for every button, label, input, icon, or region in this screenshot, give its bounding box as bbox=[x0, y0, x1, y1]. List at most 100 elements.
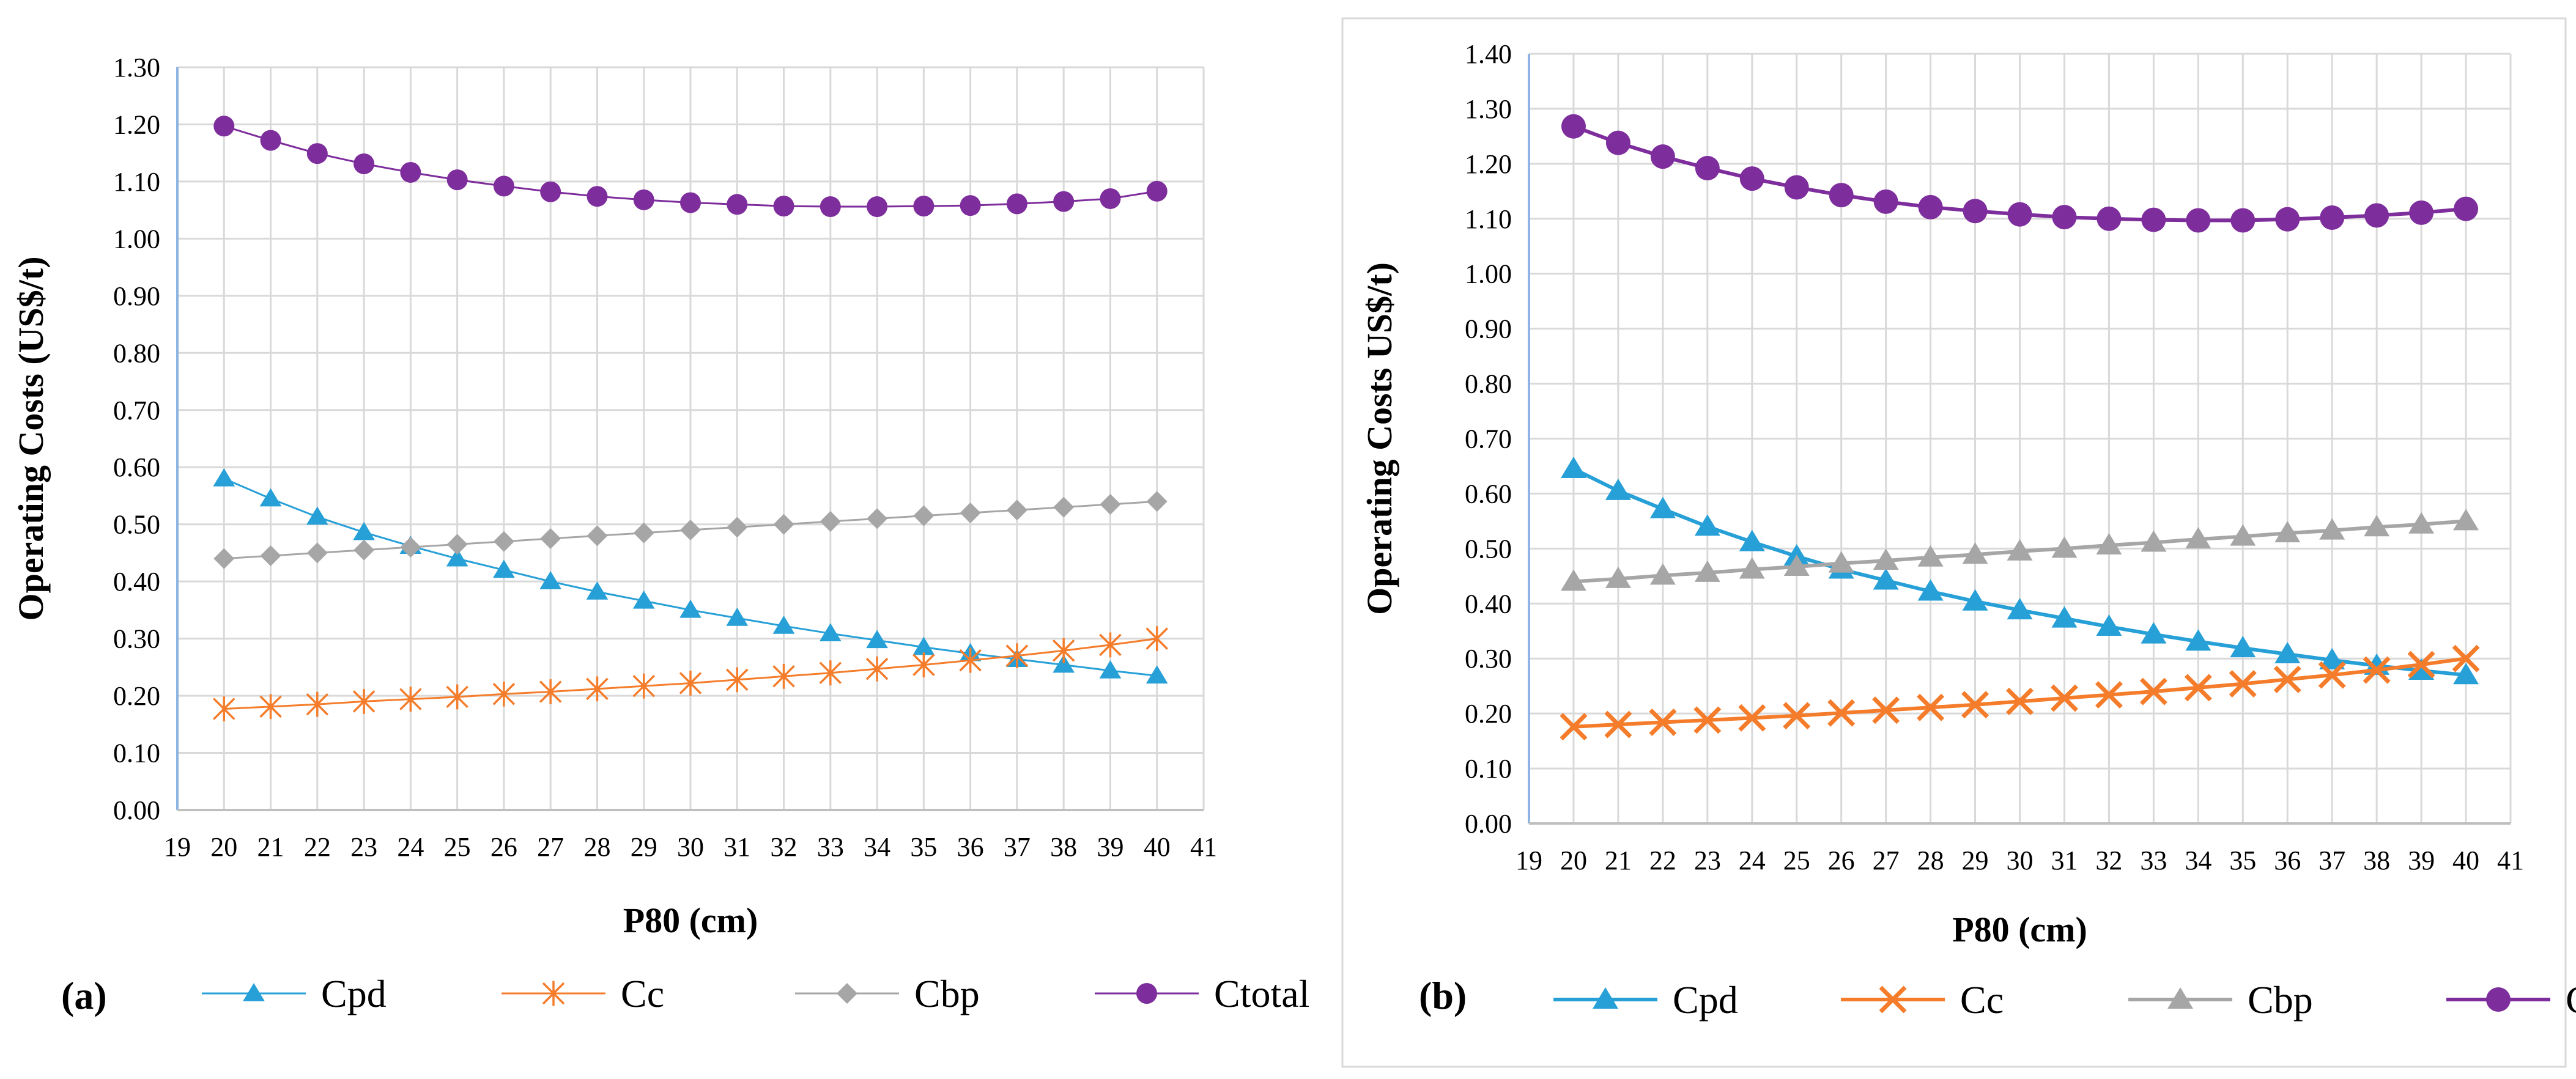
data-point bbox=[1053, 496, 1075, 518]
data-point bbox=[493, 559, 515, 578]
data-point bbox=[1605, 566, 1631, 588]
data-point bbox=[913, 505, 935, 526]
x-axis-title: P80 (cm) bbox=[623, 900, 758, 940]
data-point bbox=[2006, 687, 2034, 715]
x-tick-label: 28 bbox=[583, 832, 610, 862]
legend-label: Cpd bbox=[321, 972, 387, 1015]
data-point bbox=[2095, 681, 2123, 709]
x-tick-label: 38 bbox=[1050, 832, 1077, 862]
data-point bbox=[959, 647, 982, 673]
series-cbp bbox=[1560, 509, 2479, 591]
x-tick-label: 37 bbox=[2319, 845, 2345, 875]
data-point bbox=[1917, 579, 1944, 601]
data-point bbox=[1561, 114, 1586, 139]
data-point bbox=[1827, 699, 1856, 727]
data-point bbox=[2139, 677, 2167, 705]
data-point bbox=[2364, 515, 2390, 537]
x-tick-label: 27 bbox=[1873, 845, 1900, 875]
data-point bbox=[446, 169, 468, 191]
x-tick-label: 40 bbox=[2452, 845, 2479, 875]
data-point bbox=[1146, 180, 1168, 202]
data-point bbox=[820, 511, 841, 532]
data-point bbox=[680, 192, 701, 213]
data-point bbox=[2453, 663, 2479, 685]
data-point bbox=[2186, 208, 2211, 233]
data-point bbox=[1604, 710, 1632, 738]
legend-label: Ctotal bbox=[1214, 972, 1309, 1015]
data-point bbox=[446, 534, 468, 555]
data-point bbox=[446, 684, 468, 710]
data-point bbox=[2096, 614, 2122, 636]
data-point bbox=[1828, 551, 1854, 573]
legend-marker bbox=[1593, 987, 1618, 1009]
data-point bbox=[1784, 175, 1809, 200]
gridlines bbox=[1528, 53, 2512, 825]
x-tick-label: 19 bbox=[1516, 845, 1542, 875]
data-point bbox=[353, 539, 375, 561]
x-tick-label: 22 bbox=[304, 832, 331, 862]
data-point bbox=[1146, 665, 1168, 684]
legend-label: Cc bbox=[1960, 978, 2004, 1022]
x-tick-label: 33 bbox=[2140, 845, 2167, 875]
data-point bbox=[2318, 661, 2346, 689]
y-tick-label: 0.90 bbox=[113, 281, 160, 311]
x-tick-label: 35 bbox=[910, 832, 937, 862]
data-point bbox=[2096, 532, 2122, 554]
data-point bbox=[679, 599, 701, 618]
data-point bbox=[1605, 130, 1630, 155]
data-point bbox=[353, 153, 375, 174]
y-tick-label: 0.00 bbox=[1465, 809, 1512, 839]
y-tick-label: 0.10 bbox=[113, 738, 160, 768]
data-point bbox=[306, 143, 328, 164]
data-point bbox=[2185, 629, 2211, 651]
y-tick-label: 0.90 bbox=[1465, 314, 1512, 344]
data-point bbox=[2050, 684, 2078, 712]
data-point bbox=[1917, 693, 1945, 721]
data-point bbox=[960, 503, 981, 523]
data-point bbox=[1006, 499, 1027, 521]
y-tick-label: 0.00 bbox=[113, 795, 160, 825]
y-tick-label: 0.70 bbox=[113, 396, 160, 425]
data-point bbox=[493, 175, 514, 197]
data-point bbox=[1146, 491, 1168, 512]
y-tick-label: 0.30 bbox=[113, 624, 160, 654]
data-point bbox=[1649, 563, 1676, 585]
data-point bbox=[2097, 206, 2122, 231]
data-point bbox=[819, 623, 842, 641]
data-point bbox=[2184, 674, 2212, 702]
data-point bbox=[2051, 536, 2078, 558]
series-ctotal bbox=[213, 116, 1168, 218]
data-point bbox=[865, 656, 889, 682]
x-tick-label: 22 bbox=[1649, 845, 1676, 875]
data-point bbox=[1739, 529, 1765, 551]
data-point bbox=[1560, 569, 1586, 591]
series-cbp bbox=[213, 491, 1168, 569]
y-tick-label: 0.70 bbox=[1465, 424, 1512, 454]
data-point bbox=[306, 506, 328, 525]
data-point bbox=[1053, 654, 1075, 673]
data-point bbox=[2408, 658, 2435, 680]
data-point bbox=[633, 522, 654, 543]
x-tick-label: 25 bbox=[444, 832, 471, 862]
x-tick-label: 31 bbox=[724, 832, 750, 862]
x-tick-label: 27 bbox=[537, 832, 564, 862]
y-tick-label: 0.50 bbox=[1465, 534, 1512, 564]
data-point bbox=[446, 548, 468, 567]
x-tick-label: 26 bbox=[490, 832, 517, 862]
x-tick-label: 23 bbox=[1694, 845, 1721, 875]
data-point bbox=[1739, 166, 1764, 191]
legend-label: Cc bbox=[621, 972, 664, 1015]
data-point bbox=[1053, 191, 1075, 212]
data-point bbox=[1695, 156, 1720, 181]
data-point bbox=[2141, 622, 2167, 644]
data-point bbox=[867, 508, 888, 529]
data-point bbox=[259, 694, 282, 720]
data-point bbox=[632, 673, 655, 699]
data-point bbox=[1963, 199, 1988, 224]
data-point bbox=[773, 514, 794, 535]
legend-label: Cbp bbox=[2248, 978, 2313, 1022]
data-point bbox=[1873, 568, 1899, 590]
data-point bbox=[820, 196, 841, 218]
data-point bbox=[1918, 194, 1943, 219]
